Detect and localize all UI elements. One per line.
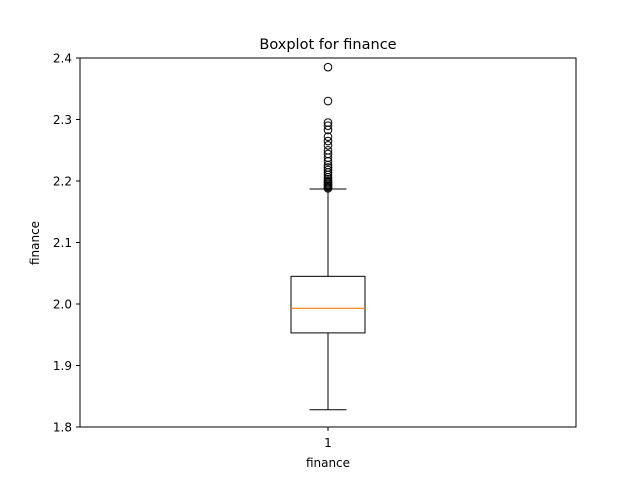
axes-frame — [79, 57, 577, 428]
outlier-point — [323, 62, 333, 72]
y-tick-label: 2.4 — [53, 52, 72, 66]
chart-title: Boxplot for finance — [259, 37, 396, 53]
outlier-point — [323, 145, 333, 155]
y-tick-label: 1.8 — [53, 421, 72, 435]
outlier-point — [323, 121, 333, 130]
outlier-point — [323, 118, 333, 127]
x-axis-label: finance — [306, 456, 350, 470]
outlier-point — [323, 132, 333, 142]
y-tick-label: 2.3 — [53, 113, 72, 127]
y-tick-label: 2.0 — [53, 298, 72, 312]
outlier-point — [323, 149, 333, 159]
y-tick-label: 2.1 — [53, 236, 72, 250]
x-tick-label: 1 — [324, 436, 332, 450]
outlier-point — [323, 141, 333, 150]
outlier-point — [323, 165, 333, 175]
outlier-point — [323, 136, 333, 146]
outlier-point — [323, 163, 333, 172]
y-tick-label: 2.2 — [53, 175, 72, 189]
y-tick-label: 1.9 — [53, 359, 72, 373]
y-axis-label: finance — [28, 221, 42, 265]
outlier-point — [323, 96, 333, 106]
iqr-box — [290, 275, 366, 334]
plot-area: 1.8 1.9 2.0 2.1 2.2 2.3 2.4 1 — [53, 52, 366, 450]
